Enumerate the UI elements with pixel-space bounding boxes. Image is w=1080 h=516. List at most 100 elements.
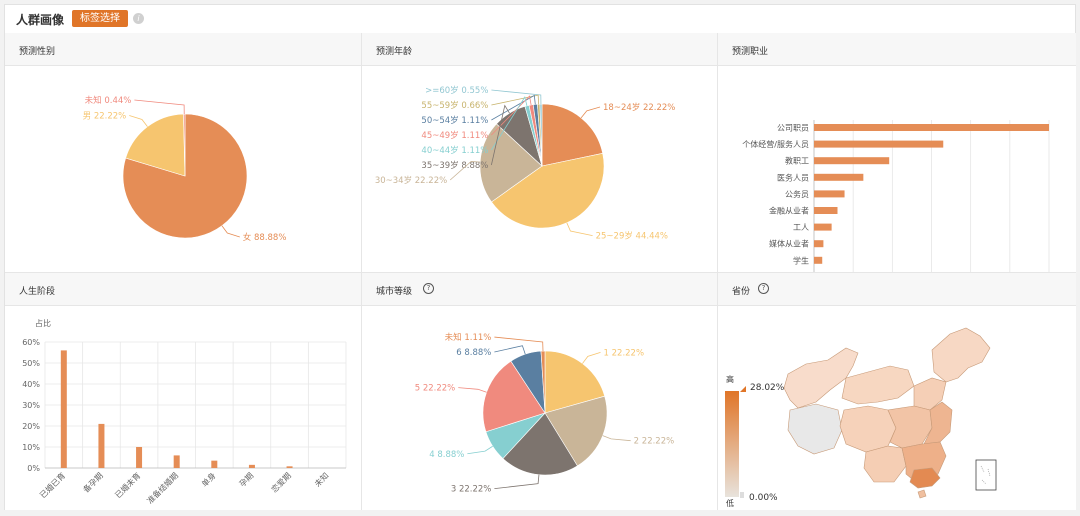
label-line-2 (134, 99, 185, 115)
header-bar: 人群画像 标签选择 i (5, 5, 1075, 34)
label-line-2 (494, 474, 540, 490)
slice-label-2: 未知 0.44% (85, 95, 132, 106)
pie-slice-1[interactable] (544, 395, 608, 467)
slice-label-5: 6 8.88% (456, 348, 491, 358)
category-label-1: 个体经营/服务人员 (742, 139, 809, 149)
slice-label-0: 18~24岁 22.22% (603, 102, 675, 113)
bar-1[interactable] (814, 140, 944, 148)
bar-6[interactable] (814, 223, 832, 231)
slice-label-1: 25~29岁 44.44% (596, 231, 668, 242)
bar-5[interactable] (814, 207, 838, 214)
help-icon[interactable]: ? (423, 283, 434, 294)
category-label-0: 已婚已育 (38, 470, 68, 500)
age-pie-chart: 18~24岁 22.22% 25~29岁 44.44% >=60岁 0.55% 55~… (375, 85, 676, 242)
pie-slice-0[interactable] (541, 103, 604, 167)
bar-5[interactable] (248, 464, 255, 468)
slice-label-6: 未知 1.11% (445, 332, 492, 343)
label-line-3 (467, 445, 493, 455)
category-label-4: 单身 (199, 470, 217, 488)
y-tick-label-5: 50% (22, 359, 40, 368)
y-tick-label-6: 60% (22, 338, 40, 347)
legend-high-label: 高 (726, 374, 734, 384)
help-icon[interactable]: ? (758, 283, 769, 294)
label-line-0 (580, 106, 601, 119)
bar-2[interactable] (814, 157, 890, 165)
category-label-4: 公务员 (785, 189, 809, 199)
slice-label-5: 45~49岁 1.11% (421, 130, 488, 141)
age-panel: 预测年龄 18~24岁 22.22% 25~29岁 44.44% >=60岁 0.5… (362, 33, 718, 273)
bar-1[interactable] (98, 423, 105, 468)
category-label-6: 恋爱期 (269, 470, 293, 494)
slice-label-4: 40~44岁 1.11% (421, 145, 488, 156)
category-label-8: 学生 (793, 255, 809, 265)
label-line-0 (221, 225, 240, 238)
city-panel: 城市等级 ? 1 22.22% 2 22.22% 未知 1.11% 6 8.88% 5 … (362, 273, 718, 510)
legend-low-label: 低 (726, 498, 734, 508)
bar-0[interactable] (60, 350, 67, 468)
page-title: 人群画像 (16, 13, 65, 27)
slice-label-2: 3 22.22% (451, 485, 492, 495)
crowd-profile-card: 人群画像 标签选择 i 预测性别 女 88.88% 未知 0.44% 男 22.22… (4, 4, 1076, 510)
legend-handle-icon[interactable] (740, 386, 746, 392)
bar-8[interactable] (814, 256, 823, 264)
city-panel-title: 城市等级 (376, 287, 413, 297)
bar-2[interactable] (136, 447, 143, 468)
y-tick-label-4: 40% (22, 380, 40, 389)
pie-slice-0[interactable] (544, 350, 606, 414)
tag-select-button[interactable]: 标签选择 (72, 10, 128, 27)
category-label-7: 未知 (312, 470, 330, 488)
gender-panel-title: 预测性别 (19, 47, 56, 57)
category-label-5: 金融从业者 (769, 206, 809, 216)
pie-slice-4[interactable] (482, 360, 546, 433)
y-tick-label-1: 10% (22, 443, 40, 452)
bar-4[interactable] (814, 190, 845, 198)
province-map: 高 28.02% 0.00% 低 (725, 327, 997, 508)
bar-3[interactable] (173, 455, 180, 468)
category-label-3: 准备结婚期 (145, 470, 180, 505)
bar-3[interactable] (814, 173, 864, 181)
life-stage-panel: 人生阶段 占比 0% 10% 20% 30% 40% 50% 60% 已婚已育 备孕期 已婚未育 准备… (5, 273, 362, 510)
label-line-5 (494, 345, 526, 355)
label-line-1 (129, 115, 148, 127)
age-panel-title: 预测年龄 (376, 47, 413, 57)
y-axis-label: 占比 (35, 318, 51, 328)
category-label-9: 科研人员 (777, 272, 809, 273)
category-label-7: 媒体从业者 (769, 239, 809, 249)
job-bar-chart: 公司职员个体经营/服务人员教职工医务人员公务员金融从业者工人媒体从业者学生科研人… (742, 120, 1050, 273)
label-line-7 (491, 94, 540, 106)
label-line-4 (458, 387, 487, 393)
slice-label-8: >=60岁 0.55% (425, 85, 488, 96)
info-icon[interactable]: i (133, 13, 144, 24)
job-panel: 预测职业 公司职员 个体经营/服务人员 教职工 医务人员 公务员 金融从业者 工人 媒体从业者… (718, 33, 1076, 273)
bar-0[interactable] (814, 124, 1049, 131)
category-label-2: 已婚未育 (113, 470, 143, 500)
city-pie-chart: 1 22.22% 2 22.22% 未知 1.11% 6 8.88% 5 22.22% 4… (415, 332, 674, 495)
slice-label-7: 55~59岁 0.66% (421, 100, 488, 111)
slice-label-0: 1 22.22% (604, 348, 645, 358)
y-tick-label-3: 30% (22, 401, 40, 410)
china-map[interactable] (783, 327, 991, 499)
slice-label-6: 50~54岁 1.11% (421, 115, 488, 126)
category-label-0: 公司职员 (777, 124, 809, 133)
pie-slice-1[interactable] (491, 152, 605, 229)
slice-label-4: 5 22.22% (415, 384, 456, 394)
category-label-1: 备孕期 (81, 470, 105, 494)
bar-6[interactable] (286, 466, 293, 468)
legend-handle-low-icon[interactable] (740, 492, 744, 498)
y-tick-label-0: 0% (27, 464, 40, 473)
category-label-2: 教职工 (785, 156, 809, 166)
pie-slice-8[interactable] (539, 103, 543, 167)
life-stage-bar-chart: 占比 0% 10% 20% 30% 40% 50% 60% 已婚已育 备孕期 已婚未育 准备结婚期 单身… (22, 318, 347, 506)
south-china-sea-inset (975, 459, 997, 491)
label-line-2 (449, 161, 481, 181)
bar-4[interactable] (211, 460, 218, 468)
legend-min-value: 0.00% (749, 493, 778, 503)
label-line-1 (566, 222, 593, 237)
legend-max-value: 28.02% (750, 383, 785, 393)
gender-panel: 预测性别 女 88.88% 未知 0.44% 男 22.22% (5, 33, 362, 273)
slice-label-2: 30~34岁 22.22% (375, 175, 447, 186)
bar-7[interactable] (814, 240, 824, 248)
label-line-4 (491, 96, 528, 151)
pie-slice-2[interactable] (502, 412, 578, 476)
category-label-3: 医务人员 (777, 172, 809, 182)
